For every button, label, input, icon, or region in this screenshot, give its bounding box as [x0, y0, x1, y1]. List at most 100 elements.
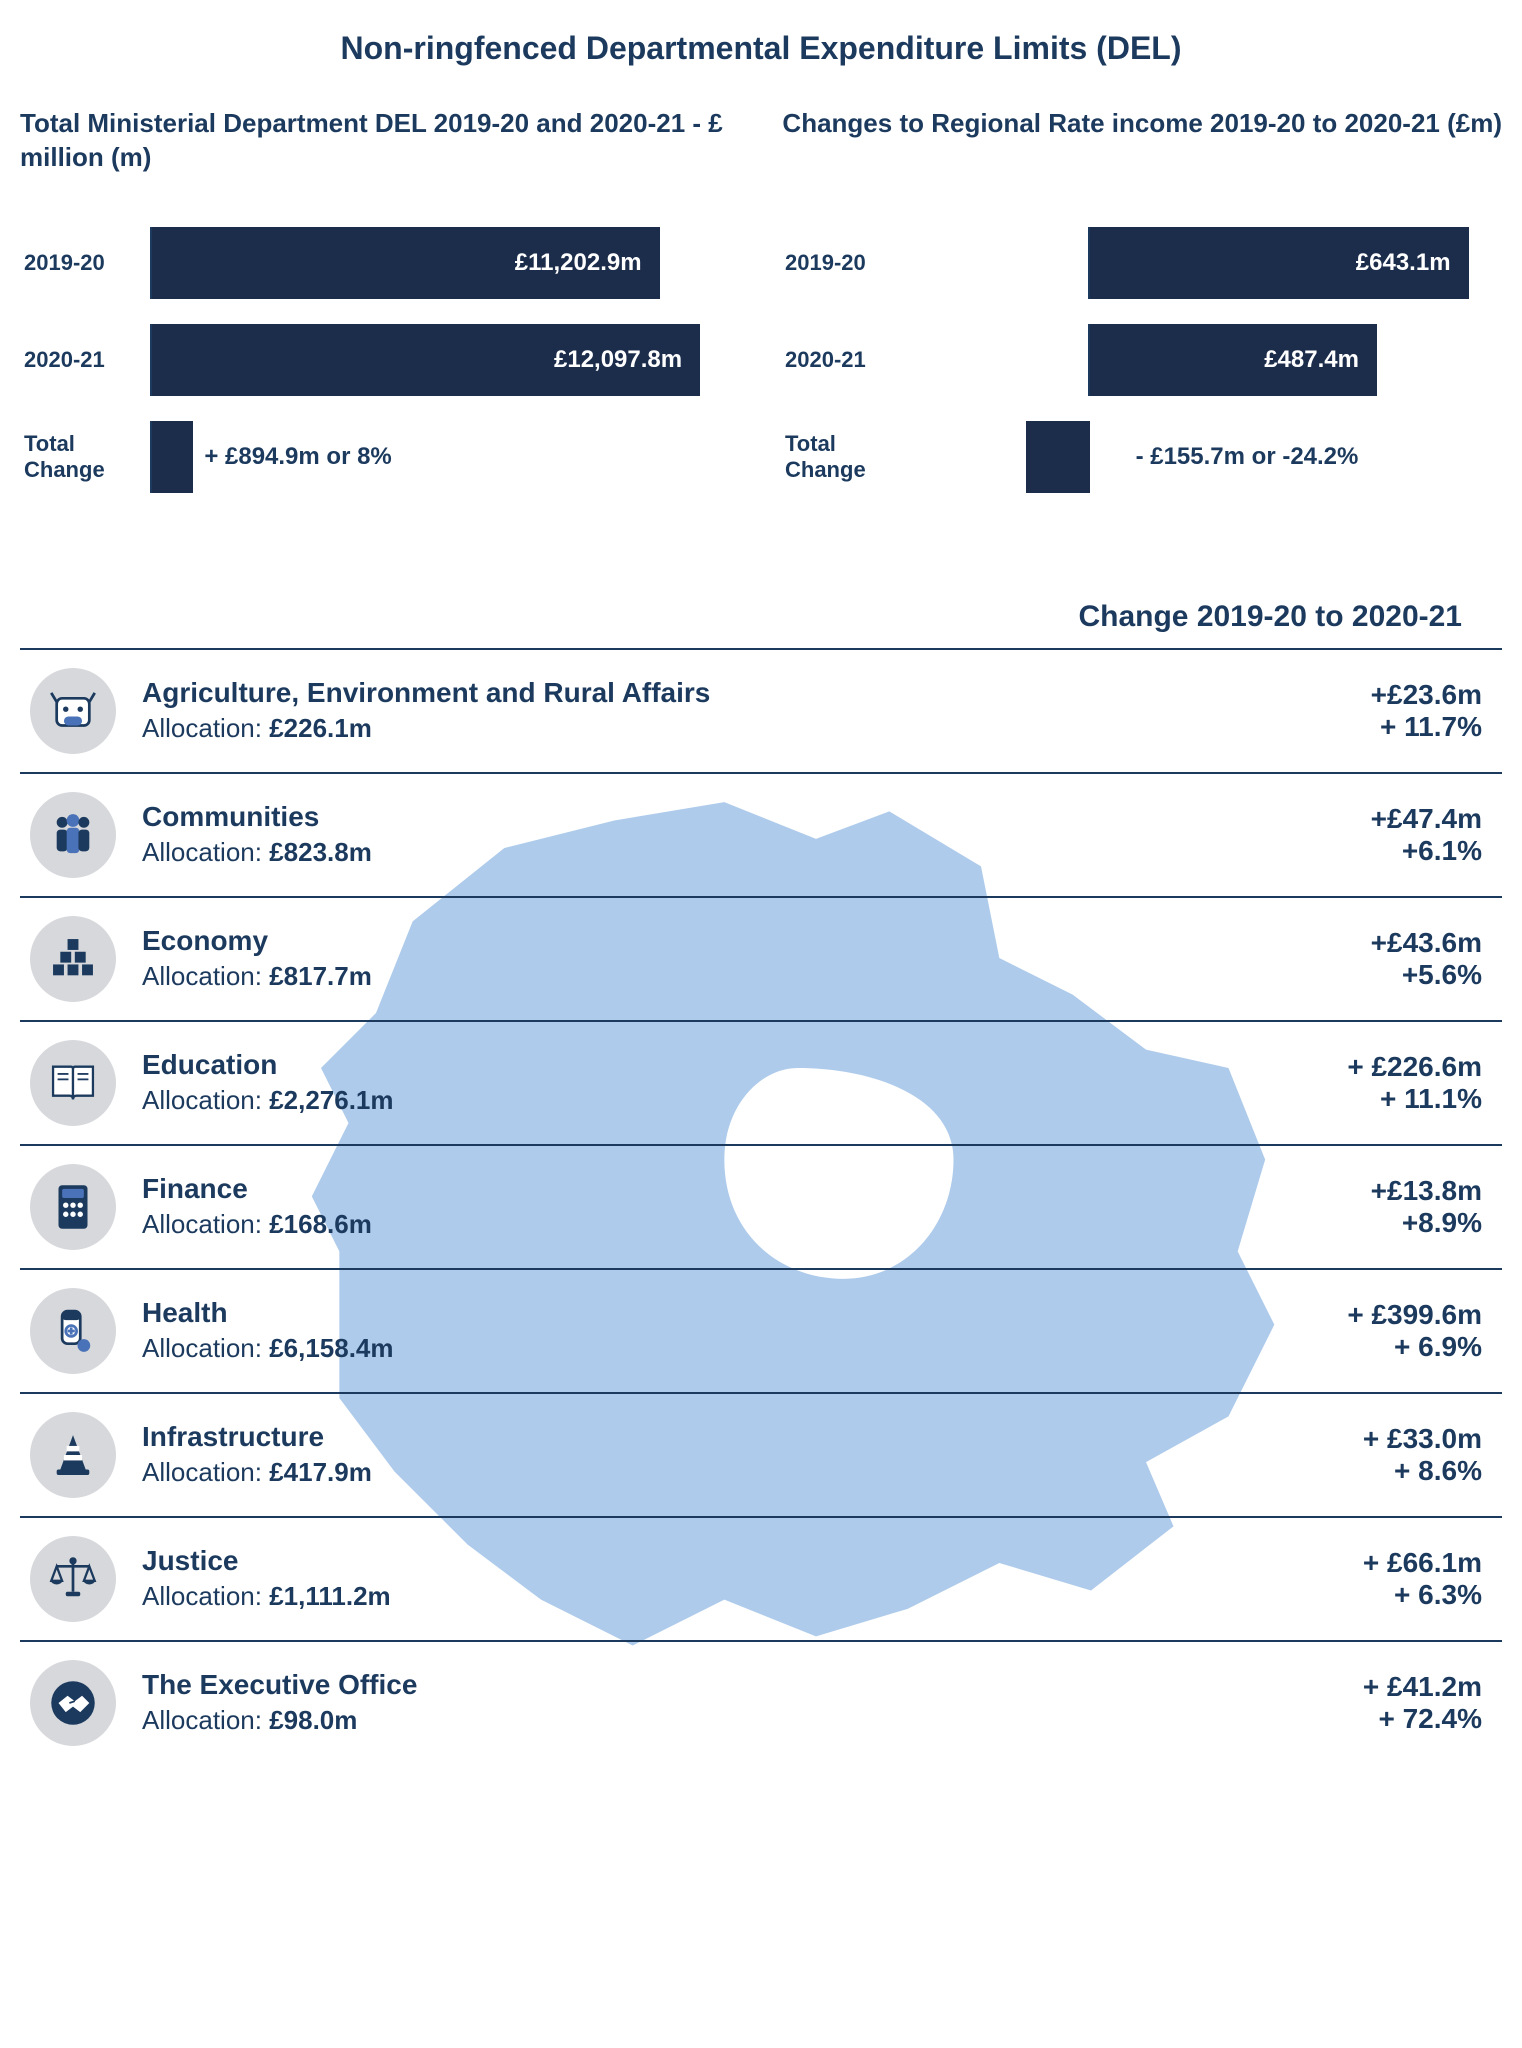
bar-area: £11,202.9m — [150, 227, 741, 299]
change-percent: + 11.1% — [1262, 1083, 1482, 1115]
change-amount: + £41.2m — [1262, 1671, 1482, 1703]
dept-name: Finance — [142, 1173, 1262, 1205]
dept-allocation: Allocation: £823.8m — [142, 837, 1262, 868]
dept-left: Agriculture, Environment and Rural Affai… — [142, 677, 1262, 744]
page-title: Non-ringfenced Departmental Expenditure … — [0, 0, 1522, 107]
charts-row: Total Ministerial Department DEL 2019-20… — [0, 107, 1522, 518]
dept-left: The Executive Office Allocation: £98.0m — [142, 1669, 1262, 1736]
bar-label: 2020-21 — [781, 347, 911, 373]
change-amount: + £399.6m — [1262, 1299, 1482, 1331]
bar-row: 2020-21 £487.4m — [781, 324, 1502, 396]
dept-allocation: Allocation: £417.9m — [142, 1457, 1262, 1488]
dept-name: Education — [142, 1049, 1262, 1081]
table-header: Change 2019-20 to 2020-21 — [20, 598, 1502, 648]
right-chart: Changes to Regional Rate income 2019-20 … — [781, 107, 1502, 518]
dept-row: CommunitiesAllocation: £823.8m+£47.4m+6.… — [20, 772, 1502, 896]
dept-left: EducationAllocation: £2,276.1m — [142, 1049, 1262, 1116]
dept-row: Infrastructure Allocation: £417.9m+ £33.0… — [20, 1392, 1502, 1516]
bar-label: 2020-21 — [20, 347, 150, 373]
bar-fill-change-negative — [1026, 421, 1090, 493]
left-chart-title: Total Ministerial Department DEL 2019-20… — [20, 107, 741, 177]
handshake-icon — [30, 1660, 116, 1746]
change-percent: + 8.6% — [1262, 1455, 1482, 1487]
calculator-icon — [30, 1164, 116, 1250]
bar-fill: £12,097.8m — [152, 324, 700, 396]
bar-fill: £643.1m — [1090, 227, 1468, 299]
change-percent: + 6.9% — [1262, 1331, 1482, 1363]
dept-rows-container: Agriculture, Environment and Rural Affai… — [20, 648, 1502, 1764]
bar-label: 2019-20 — [781, 250, 911, 276]
bar-area: £487.4m — [911, 324, 1502, 396]
dept-allocation: Allocation: £168.6m — [142, 1209, 1262, 1240]
dept-allocation: Allocation: £226.1m — [142, 713, 1262, 744]
book-icon — [30, 1040, 116, 1126]
bar-area: £643.1m — [911, 227, 1502, 299]
dept-name: The Executive Office — [142, 1669, 1262, 1701]
dept-name: Health — [142, 1297, 1262, 1329]
bar-area: + £894.9m or 8% — [150, 421, 741, 493]
right-chart-title: Changes to Regional Rate income 2019-20 … — [781, 107, 1502, 177]
dept-change: +£13.8m+8.9% — [1262, 1175, 1482, 1239]
bar-fill: £11,202.9m — [152, 227, 660, 299]
bar-label: Total Change — [781, 431, 911, 484]
dept-allocation: Allocation: £817.7m — [142, 961, 1262, 992]
bar-row-change: Total Change - £155.7m or -24.2% — [781, 421, 1502, 493]
dept-left: Economy Allocation: £817.7m — [142, 925, 1262, 992]
department-table: Change 2019-20 to 2020-21 Agriculture, E… — [0, 598, 1522, 1804]
dept-left: Finance Allocation: £168.6m — [142, 1173, 1262, 1240]
axis-segment: £487.4m — [1088, 324, 1502, 396]
dept-name: Economy — [142, 925, 1262, 957]
bar-value: £11,202.9m — [515, 249, 642, 277]
bar-row-change: Total Change + £894.9m or 8% — [20, 421, 741, 493]
scales-icon — [30, 1536, 116, 1622]
bar-fill: £487.4m — [1090, 324, 1377, 396]
people-icon — [30, 792, 116, 878]
dept-row: Justice Allocation: £1,111.2m+ £66.1m+ 6.… — [20, 1516, 1502, 1640]
cow-icon — [30, 668, 116, 754]
dept-left: Justice Allocation: £1,111.2m — [142, 1545, 1262, 1612]
bar-row: 2020-21 £12,097.8m — [20, 324, 741, 396]
bar-label: 2019-20 — [20, 250, 150, 276]
dept-change: + £66.1m+ 6.3% — [1262, 1547, 1482, 1611]
dept-name: Justice — [142, 1545, 1262, 1577]
change-amount: + £33.0m — [1262, 1423, 1482, 1455]
dept-allocation: Allocation: £98.0m — [142, 1705, 1262, 1736]
dept-allocation: Allocation: £6,158.4m — [142, 1333, 1262, 1364]
dept-change: + £41.2m+ 72.4% — [1262, 1671, 1482, 1735]
dept-change: +£43.6m+5.6% — [1262, 927, 1482, 991]
bar-row: 2019-20 £643.1m — [781, 227, 1502, 299]
change-percent: + 11.7% — [1262, 711, 1482, 743]
bar-row: 2019-20 £11,202.9m — [20, 227, 741, 299]
bar-value: £643.1m — [1356, 249, 1451, 277]
dept-change: + £33.0m+ 8.6% — [1262, 1423, 1482, 1487]
cone-icon — [30, 1412, 116, 1498]
dept-change: +£47.4m+6.1% — [1262, 803, 1482, 867]
bar-area: - £155.7m or -24.2% — [911, 421, 1502, 493]
pill-icon — [30, 1288, 116, 1374]
dept-name: Infrastructure — [142, 1421, 1262, 1453]
dept-allocation: Allocation: £1,111.2m — [142, 1581, 1262, 1612]
dept-row: The Executive Office Allocation: £98.0m+ … — [20, 1640, 1502, 1764]
infographic-page: Non-ringfenced Departmental Expenditure … — [0, 0, 1522, 1804]
change-amount: + £226.6m — [1262, 1051, 1482, 1083]
bar-value: £12,097.8m — [554, 346, 682, 374]
dept-left: CommunitiesAllocation: £823.8m — [142, 801, 1262, 868]
dept-change: + £226.6m+ 11.1% — [1262, 1051, 1482, 1115]
bar-fill-change — [152, 421, 193, 493]
dept-row: Economy Allocation: £817.7m+£43.6m+5.6% — [20, 896, 1502, 1020]
bar-value: £487.4m — [1264, 346, 1359, 374]
change-amount: +£23.6m — [1262, 679, 1482, 711]
change-amount: + £66.1m — [1262, 1547, 1482, 1579]
change-amount: +£47.4m — [1262, 803, 1482, 835]
change-percent: + 6.3% — [1262, 1579, 1482, 1611]
change-text: + £894.9m or 8% — [204, 443, 391, 471]
change-percent: +8.9% — [1262, 1207, 1482, 1239]
change-percent: +5.6% — [1262, 959, 1482, 991]
change-amount: +£13.8m — [1262, 1175, 1482, 1207]
change-amount: +£43.6m — [1262, 927, 1482, 959]
bar-area: £12,097.8m — [150, 324, 741, 396]
blocks-icon — [30, 916, 116, 1002]
dept-row: Agriculture, Environment and Rural Affai… — [20, 648, 1502, 772]
dept-left: Infrastructure Allocation: £417.9m — [142, 1421, 1262, 1488]
change-percent: +6.1% — [1262, 835, 1482, 867]
